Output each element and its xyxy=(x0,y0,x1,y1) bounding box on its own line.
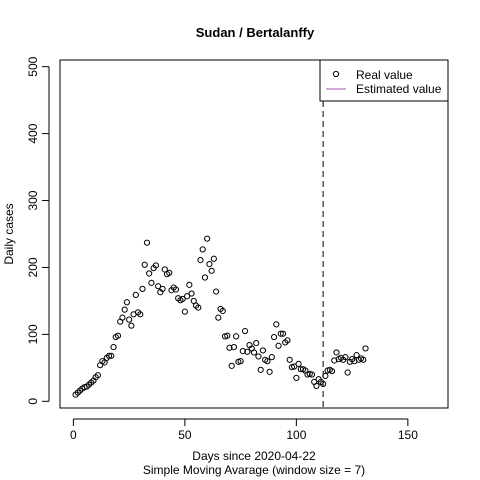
data-point xyxy=(273,321,280,328)
x-tick-label: 150 xyxy=(398,428,418,442)
data-point xyxy=(293,374,300,381)
data-point xyxy=(188,290,195,297)
data-point xyxy=(121,306,128,313)
data-point xyxy=(295,360,302,367)
legend: Real value Estimated value xyxy=(319,59,449,102)
data-point xyxy=(212,288,220,295)
data-point xyxy=(139,285,146,292)
y-axis-label: Daily cases xyxy=(2,203,16,264)
data-point xyxy=(277,330,284,337)
x-axis-label: Days since 2020-04-22 xyxy=(192,449,316,463)
data-point xyxy=(228,362,235,369)
data-point xyxy=(108,352,115,359)
data-point xyxy=(241,327,249,335)
data-point xyxy=(308,371,316,378)
y-tick-label: 0 xyxy=(26,398,40,405)
y-tick-label: 200 xyxy=(26,257,40,277)
legend-label-real: Real value xyxy=(356,68,413,82)
data-point xyxy=(320,380,327,388)
data-point xyxy=(284,337,291,344)
data-point xyxy=(119,314,126,321)
data-point xyxy=(219,307,226,315)
data-point xyxy=(159,285,166,292)
data-point xyxy=(226,344,233,351)
data-point xyxy=(186,281,193,288)
x-tick-label: 50 xyxy=(178,428,192,442)
y-axis: 0 100 200 300 400 500 xyxy=(26,56,50,405)
data-point xyxy=(224,332,231,339)
data-point xyxy=(286,356,293,363)
x-tick-label: 0 xyxy=(70,428,77,442)
data-point xyxy=(322,372,329,379)
data-point xyxy=(132,291,139,298)
data-point xyxy=(268,354,275,361)
data-point xyxy=(172,286,180,293)
data-point xyxy=(137,311,144,318)
data-point xyxy=(291,363,298,370)
real-value-points xyxy=(72,235,369,398)
data-point xyxy=(333,349,340,356)
data-point xyxy=(244,348,251,355)
legend-label-estimated: Estimated value xyxy=(356,82,442,96)
data-point xyxy=(128,322,135,329)
data-point xyxy=(210,255,217,262)
data-point xyxy=(166,269,173,276)
data-point xyxy=(233,333,240,340)
data-point xyxy=(259,347,267,354)
data-point xyxy=(264,358,271,365)
y-tick-label: 300 xyxy=(26,190,40,210)
data-point xyxy=(197,257,204,264)
data-point xyxy=(181,308,188,315)
data-point xyxy=(146,270,153,277)
data-point xyxy=(253,339,260,347)
data-point xyxy=(208,267,215,274)
data-point xyxy=(206,261,213,268)
data-point xyxy=(266,368,273,375)
y-tick-label: 400 xyxy=(26,123,40,143)
data-point xyxy=(195,304,202,311)
data-point xyxy=(105,352,113,359)
data-point xyxy=(204,235,211,242)
data-point xyxy=(237,358,244,365)
data-point xyxy=(179,295,186,303)
data-point xyxy=(199,246,206,253)
data-point xyxy=(141,261,148,268)
y-tick-label: 500 xyxy=(26,56,40,76)
y-tick-label: 100 xyxy=(26,324,40,344)
data-point xyxy=(143,239,151,246)
data-point xyxy=(201,274,209,281)
data-point xyxy=(239,348,246,355)
data-point xyxy=(328,368,336,375)
data-point xyxy=(257,366,264,373)
data-point xyxy=(230,344,238,351)
data-point xyxy=(360,356,367,363)
legend-box xyxy=(319,59,449,102)
x-tick-label: 100 xyxy=(286,428,306,442)
plot-area-frame xyxy=(59,59,449,409)
data-point xyxy=(155,283,162,290)
data-point xyxy=(270,333,278,341)
data-point xyxy=(110,344,117,351)
data-point xyxy=(94,372,102,379)
x-axis: 0 50 100 150 xyxy=(70,418,418,442)
data-point xyxy=(126,316,133,323)
data-point xyxy=(184,293,191,300)
data-point xyxy=(362,345,369,352)
data-point xyxy=(342,354,349,361)
data-point xyxy=(250,349,258,356)
data-point xyxy=(275,342,282,349)
data-point xyxy=(313,382,320,390)
data-point xyxy=(215,314,222,321)
data-point xyxy=(114,332,122,339)
data-point xyxy=(123,299,130,306)
data-point xyxy=(148,279,155,286)
data-point xyxy=(152,262,159,269)
x-axis-sublabel: Simple Moving Avarage (window size = 7) xyxy=(143,463,365,477)
legend-circle-marker xyxy=(332,70,340,78)
data-point xyxy=(279,330,287,337)
chart-title: Sudan / Bertalanffy xyxy=(196,25,315,40)
data-point xyxy=(255,353,262,360)
data-point xyxy=(344,369,351,376)
